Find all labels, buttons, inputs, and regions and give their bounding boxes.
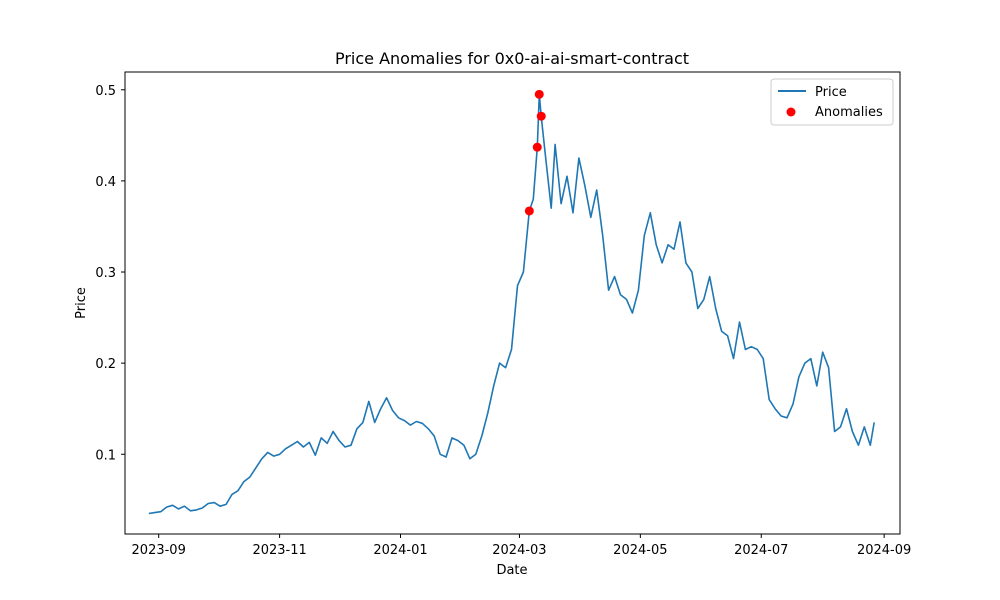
legend-price-label: Price (815, 85, 847, 100)
y-tick-label: 0.5 (95, 84, 116, 99)
x-tick-label: 2023-09 (132, 543, 186, 558)
anomaly-point (532, 142, 542, 152)
chart-title: Price Anomalies for 0x0-ai-ai-smart-cont… (335, 49, 689, 68)
anomaly-point (524, 206, 534, 216)
y-axis-label: Price (74, 287, 89, 319)
price-line (148, 93, 875, 515)
y-axis: 0.1 0.2 0.3 0.4 0.5 (95, 84, 125, 463)
x-tick-label: 2024-01 (373, 543, 427, 558)
x-tick-label: 2024-07 (734, 543, 788, 558)
x-axis: 2023-09 2023-11 2024-01 2024-03 2024-05 2024-… (132, 534, 911, 558)
x-tick-label: 2024-09 (857, 543, 911, 558)
legend-anomaly-label: Anomalies (815, 105, 883, 120)
x-tick-label: 2024-05 (613, 543, 667, 558)
y-tick-label: 0.2 (95, 357, 116, 372)
plot-area (124, 71, 901, 535)
legend-anomaly-swatch (786, 107, 796, 117)
anomaly-point (536, 111, 546, 121)
x-tick-label: 2024-03 (492, 543, 546, 558)
axes-frame (124, 71, 901, 535)
y-tick-label: 0.3 (95, 266, 116, 281)
y-tick-label: 0.4 (95, 175, 116, 190)
anomaly-series (524, 89, 546, 216)
anomaly-point (534, 89, 544, 99)
x-tick-label: 2023-11 (252, 543, 306, 558)
x-axis-label: Date (496, 563, 527, 578)
legend: Price Anomalies (770, 78, 894, 126)
price-series (148, 93, 875, 515)
y-tick-label: 0.1 (95, 448, 116, 463)
